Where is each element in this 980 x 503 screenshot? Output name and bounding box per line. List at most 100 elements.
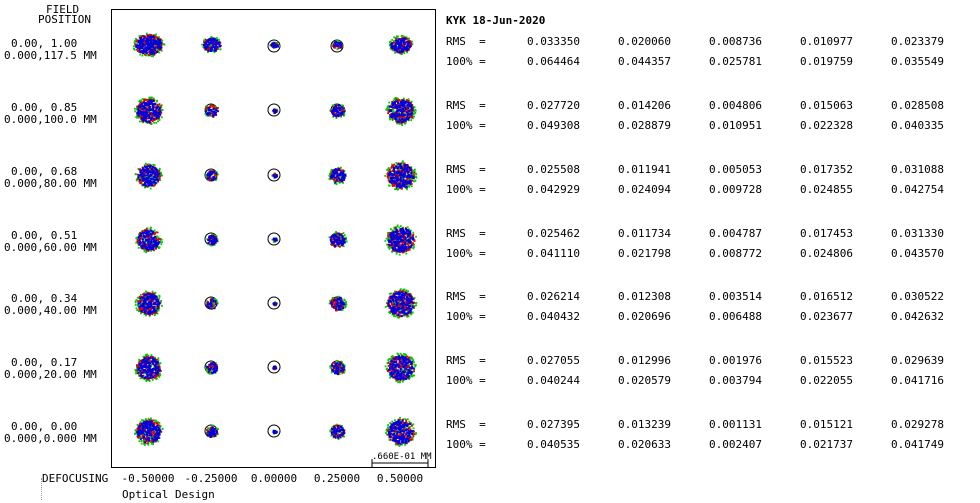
- ray-intercept: [396, 172, 399, 174]
- ray-intercept: [343, 234, 346, 236]
- ray-intercept: [156, 231, 159, 234]
- ray-intercept: [337, 177, 340, 180]
- ray-intercept: [399, 163, 402, 166]
- ray-intercept: [337, 39, 340, 42]
- ray-intercept: [145, 309, 148, 311]
- ray-intercept: [404, 117, 406, 119]
- ray-intercept: [394, 244, 397, 247]
- ray-intercept: [137, 302, 140, 305]
- ray-intercept: [387, 169, 390, 172]
- ray-intercept: [216, 109, 219, 112]
- ray-intercept: [156, 297, 159, 300]
- ray-intercept: [154, 302, 157, 305]
- ray-intercept: [396, 50, 399, 53]
- ray-intercept: [330, 236, 333, 239]
- ray-intercept: [413, 171, 415, 174]
- ray-intercept: [145, 242, 148, 245]
- ray-intercept: [393, 181, 396, 184]
- ray-intercept: [217, 173, 219, 176]
- ray-intercept: [345, 301, 347, 303]
- ray-intercept: [137, 44, 140, 47]
- ray-intercept: [154, 117, 157, 120]
- ray-intercept: [338, 109, 341, 112]
- ray-intercept: [337, 241, 340, 244]
- ray-intercept: [391, 237, 394, 240]
- ray-intercept: [400, 104, 403, 106]
- ray-intercept: [209, 46, 211, 49]
- ray-intercept: [207, 49, 210, 52]
- ray-intercept: [160, 44, 163, 46]
- ray-intercept: [215, 172, 218, 175]
- ray-intercept: [389, 245, 391, 247]
- ray-intercept: [391, 102, 394, 105]
- ray-intercept: [387, 235, 390, 238]
- ray-intercept: [144, 101, 147, 104]
- ray-intercept: [409, 112, 412, 115]
- ray-intercept: [334, 241, 337, 243]
- ray-intercept: [145, 290, 147, 293]
- ray-intercept: [400, 175, 403, 178]
- ray-intercept: [157, 243, 159, 246]
- ray-intercept: [157, 38, 160, 41]
- ray-intercept: [210, 305, 213, 308]
- ray-intercept: [207, 39, 210, 42]
- ray-intercept: [210, 173, 213, 175]
- ray-intercept: [402, 241, 405, 244]
- ray-intercept: [391, 183, 394, 186]
- ray-intercept: [150, 236, 153, 239]
- ray-intercept: [146, 185, 148, 188]
- ray-intercept: [339, 177, 342, 180]
- ray-intercept: [156, 178, 159, 181]
- ray-intercept: [408, 49, 410, 51]
- ray-intercept: [209, 49, 211, 51]
- ray-intercept: [330, 175, 332, 178]
- ray-intercept: [338, 233, 341, 236]
- ray-intercept: [155, 109, 157, 112]
- ray-intercept: [132, 45, 135, 48]
- ray-intercept: [396, 243, 399, 246]
- ray-intercept: [153, 229, 156, 232]
- ray-intercept: [395, 249, 398, 252]
- ray-intercept: [145, 102, 148, 105]
- ray-intercept: [339, 240, 342, 243]
- ray-intercept: [147, 120, 150, 122]
- ray-intercept: [144, 35, 147, 38]
- ray-intercept: [390, 105, 393, 108]
- ray-intercept: [401, 124, 404, 126]
- ray-intercept: [136, 296, 139, 299]
- ray-intercept: [155, 236, 158, 239]
- ray-intercept: [393, 45, 396, 48]
- ray-intercept: [394, 41, 397, 44]
- ray-intercept: [160, 238, 163, 241]
- ray-intercept: [208, 239, 211, 242]
- ray-intercept: [134, 110, 137, 113]
- ray-intercept: [157, 238, 160, 240]
- ray-intercept: [145, 109, 148, 111]
- ray-intercept: [408, 108, 410, 111]
- ray-intercept: [401, 239, 404, 242]
- airy-disk: [267, 103, 281, 117]
- ray-intercept: [143, 178, 146, 180]
- ray-intercept: [335, 309, 338, 312]
- ray-intercept: [410, 185, 413, 188]
- ray-intercept: [384, 240, 387, 242]
- ray-intercept: [395, 188, 398, 191]
- ray-intercept: [154, 312, 157, 314]
- ray-intercept: [412, 176, 415, 178]
- ray-intercept: [393, 113, 396, 116]
- field-label: 0.00, 0.00: [11, 420, 78, 433]
- ray-intercept: [154, 310, 157, 313]
- ray-intercept: [146, 232, 149, 235]
- ray-intercept: [203, 46, 206, 49]
- ray-intercept: [209, 171, 211, 174]
- ray-intercept: [332, 42, 335, 45]
- ray-intercept: [394, 230, 397, 233]
- airy-disk: [267, 232, 281, 246]
- ray-intercept: [336, 175, 339, 178]
- airy-disk: [267, 296, 281, 310]
- ray-intercept: [398, 234, 401, 236]
- ray-intercept: [391, 119, 394, 122]
- ray-intercept: [149, 179, 152, 182]
- ray-intercept: [156, 36, 158, 39]
- ray-intercept: [147, 294, 149, 297]
